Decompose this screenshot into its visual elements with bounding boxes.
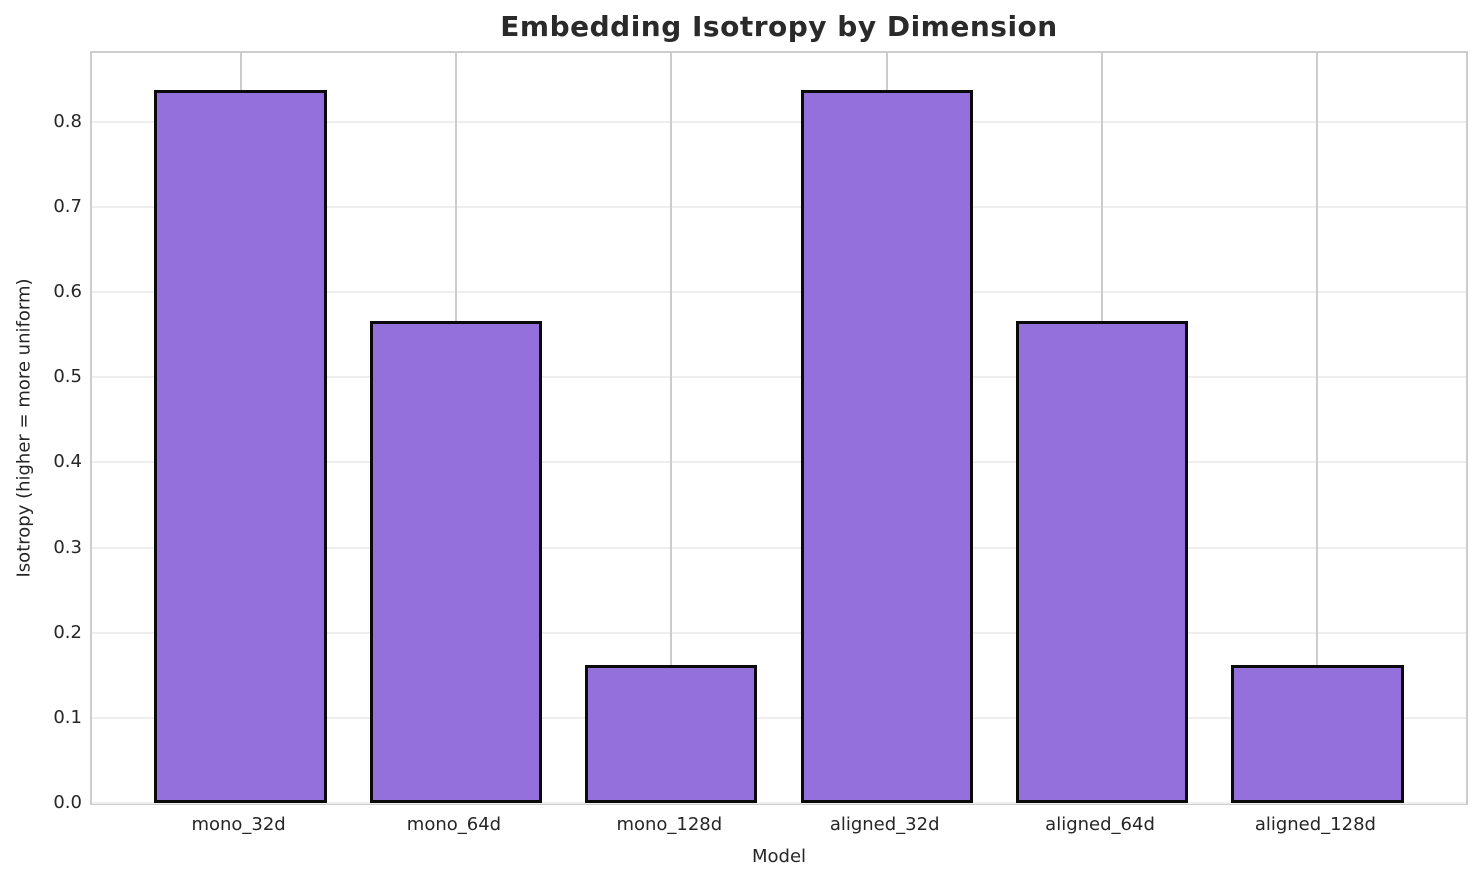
h-gridline: [92, 376, 1466, 379]
h-gridline: [92, 546, 1466, 549]
x-tick-label: aligned_32d: [829, 814, 940, 835]
bar-mono_128d: [585, 665, 758, 803]
x-axis-label: Model: [751, 846, 807, 867]
y-tick-label: 0.5: [53, 366, 82, 388]
x-axis-ticks: mono_32d mono_64d mono_128d aligned_32d alig…: [90, 813, 1468, 843]
h-gridline: [92, 291, 1466, 294]
plot-area: [90, 51, 1468, 805]
h-gridline: [92, 206, 1466, 209]
x-tick-label: aligned_64d: [1045, 814, 1155, 835]
y-tick-label: 0.6: [53, 281, 82, 303]
y-tick-label: 0.7: [53, 196, 82, 218]
bar-aligned_32d: [800, 89, 973, 803]
bar-aligned_128d: [1231, 665, 1404, 803]
bar-aligned_64d: [1015, 321, 1189, 803]
bar-mono_32d: [154, 89, 327, 803]
y-tick-label: 0.2: [53, 621, 82, 643]
x-tick-label: mono_32d: [191, 814, 286, 835]
v-gridline: [670, 53, 673, 803]
y-tick-label: 0.1: [53, 706, 82, 728]
h-gridline: [92, 802, 1466, 804]
y-tick-label: 0.3: [53, 536, 82, 558]
y-tick-label: 0.8: [53, 110, 82, 132]
bar-mono_64d: [369, 321, 543, 803]
h-gridline: [92, 631, 1466, 634]
y-tick-label: 0.4: [53, 451, 82, 473]
x-tick-label: mono_128d: [616, 814, 723, 835]
h-gridline: [92, 461, 1466, 464]
x-tick-label: aligned_128d: [1254, 814, 1376, 835]
h-gridline: [92, 120, 1466, 123]
y-axis-ticks: 0.0 0.1 0.2 0.3 0.4 0.5 0.6 0.7 0.8: [0, 51, 82, 813]
chart-title: Embedding Isotropy by Dimension: [500, 10, 1058, 43]
x-tick-label: mono_64d: [406, 814, 502, 835]
h-gridline: [92, 716, 1466, 719]
y-tick-label: 0.0: [53, 792, 82, 813]
v-gridline: [1316, 53, 1319, 803]
